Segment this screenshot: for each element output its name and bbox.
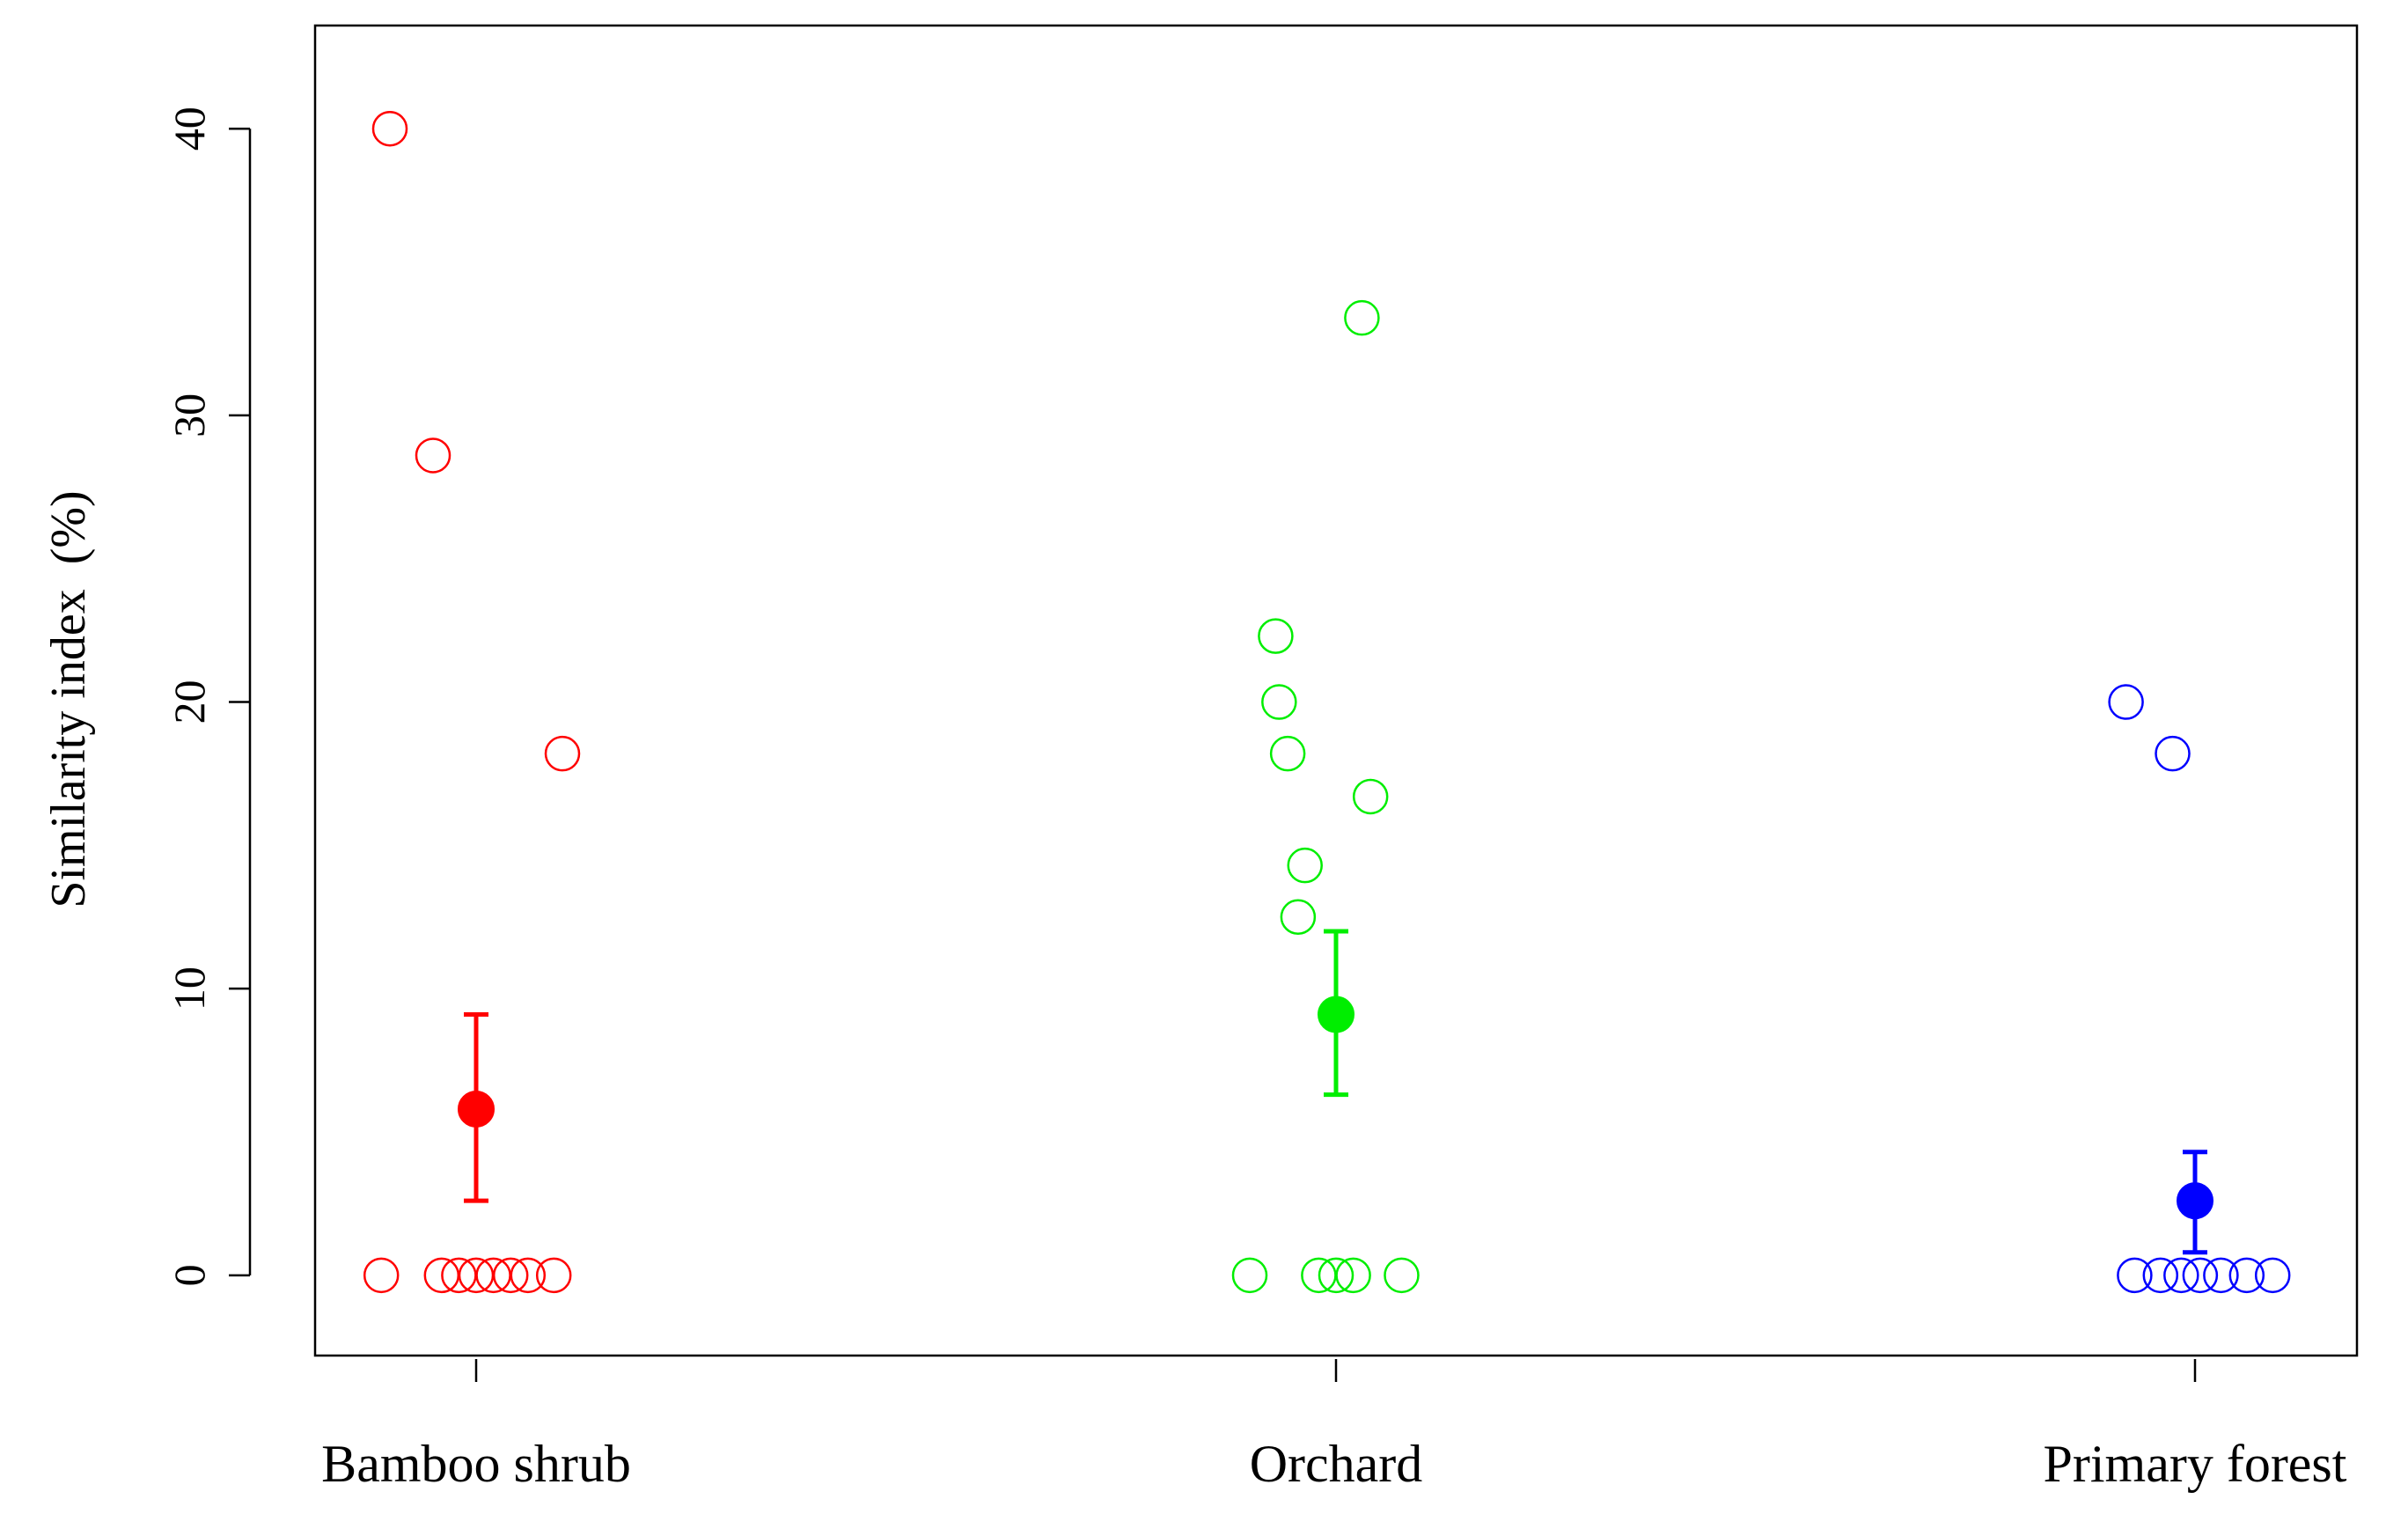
- y-tick-label: 40: [165, 107, 214, 151]
- data-point: [1384, 1257, 1420, 1294]
- data-point: [371, 110, 408, 147]
- data-point: [2117, 1257, 2153, 1294]
- data-point: [2254, 1257, 2291, 1294]
- x-tick-label: Bamboo shrub: [321, 1435, 631, 1493]
- data-point: [2108, 684, 2144, 720]
- data-point: [1269, 735, 1306, 772]
- data-point: [1352, 778, 1389, 815]
- y-tick-label: 0: [165, 1264, 214, 1286]
- data-point: [2142, 1257, 2179, 1294]
- data-point: [1261, 684, 1297, 720]
- data-point: [544, 735, 581, 772]
- data-point: [1280, 899, 1317, 936]
- data-point: [1287, 847, 1323, 884]
- data-point: [492, 1257, 529, 1294]
- data-point: [2155, 735, 2191, 772]
- data-point: [1344, 299, 1380, 336]
- data-point: [535, 1257, 572, 1294]
- data-point: [415, 437, 452, 474]
- y-axis-label: Similarity index (%): [41, 490, 96, 908]
- mean-point: [1318, 996, 1354, 1033]
- plot-frame: [313, 24, 2359, 1357]
- x-tick-label: Orchard: [1250, 1435, 1423, 1493]
- data-point: [363, 1257, 400, 1294]
- data-point: [2203, 1257, 2239, 1294]
- data-point: [1318, 1257, 1354, 1294]
- data-point: [2182, 1257, 2219, 1294]
- data-point: [2228, 1257, 2265, 1294]
- x-tick-label: Primary forest: [2044, 1435, 2347, 1493]
- y-tick-label: 20: [165, 680, 214, 724]
- data-point: [1335, 1257, 1371, 1294]
- data-point: [510, 1257, 547, 1294]
- mean-point: [458, 1090, 495, 1128]
- data-point: [1231, 1257, 1268, 1294]
- data-point: [2163, 1257, 2199, 1294]
- mean-point: [2177, 1182, 2213, 1220]
- y-tick-label: 10: [165, 966, 214, 1011]
- data-point: [1258, 618, 1294, 654]
- y-tick-label: 30: [165, 393, 214, 437]
